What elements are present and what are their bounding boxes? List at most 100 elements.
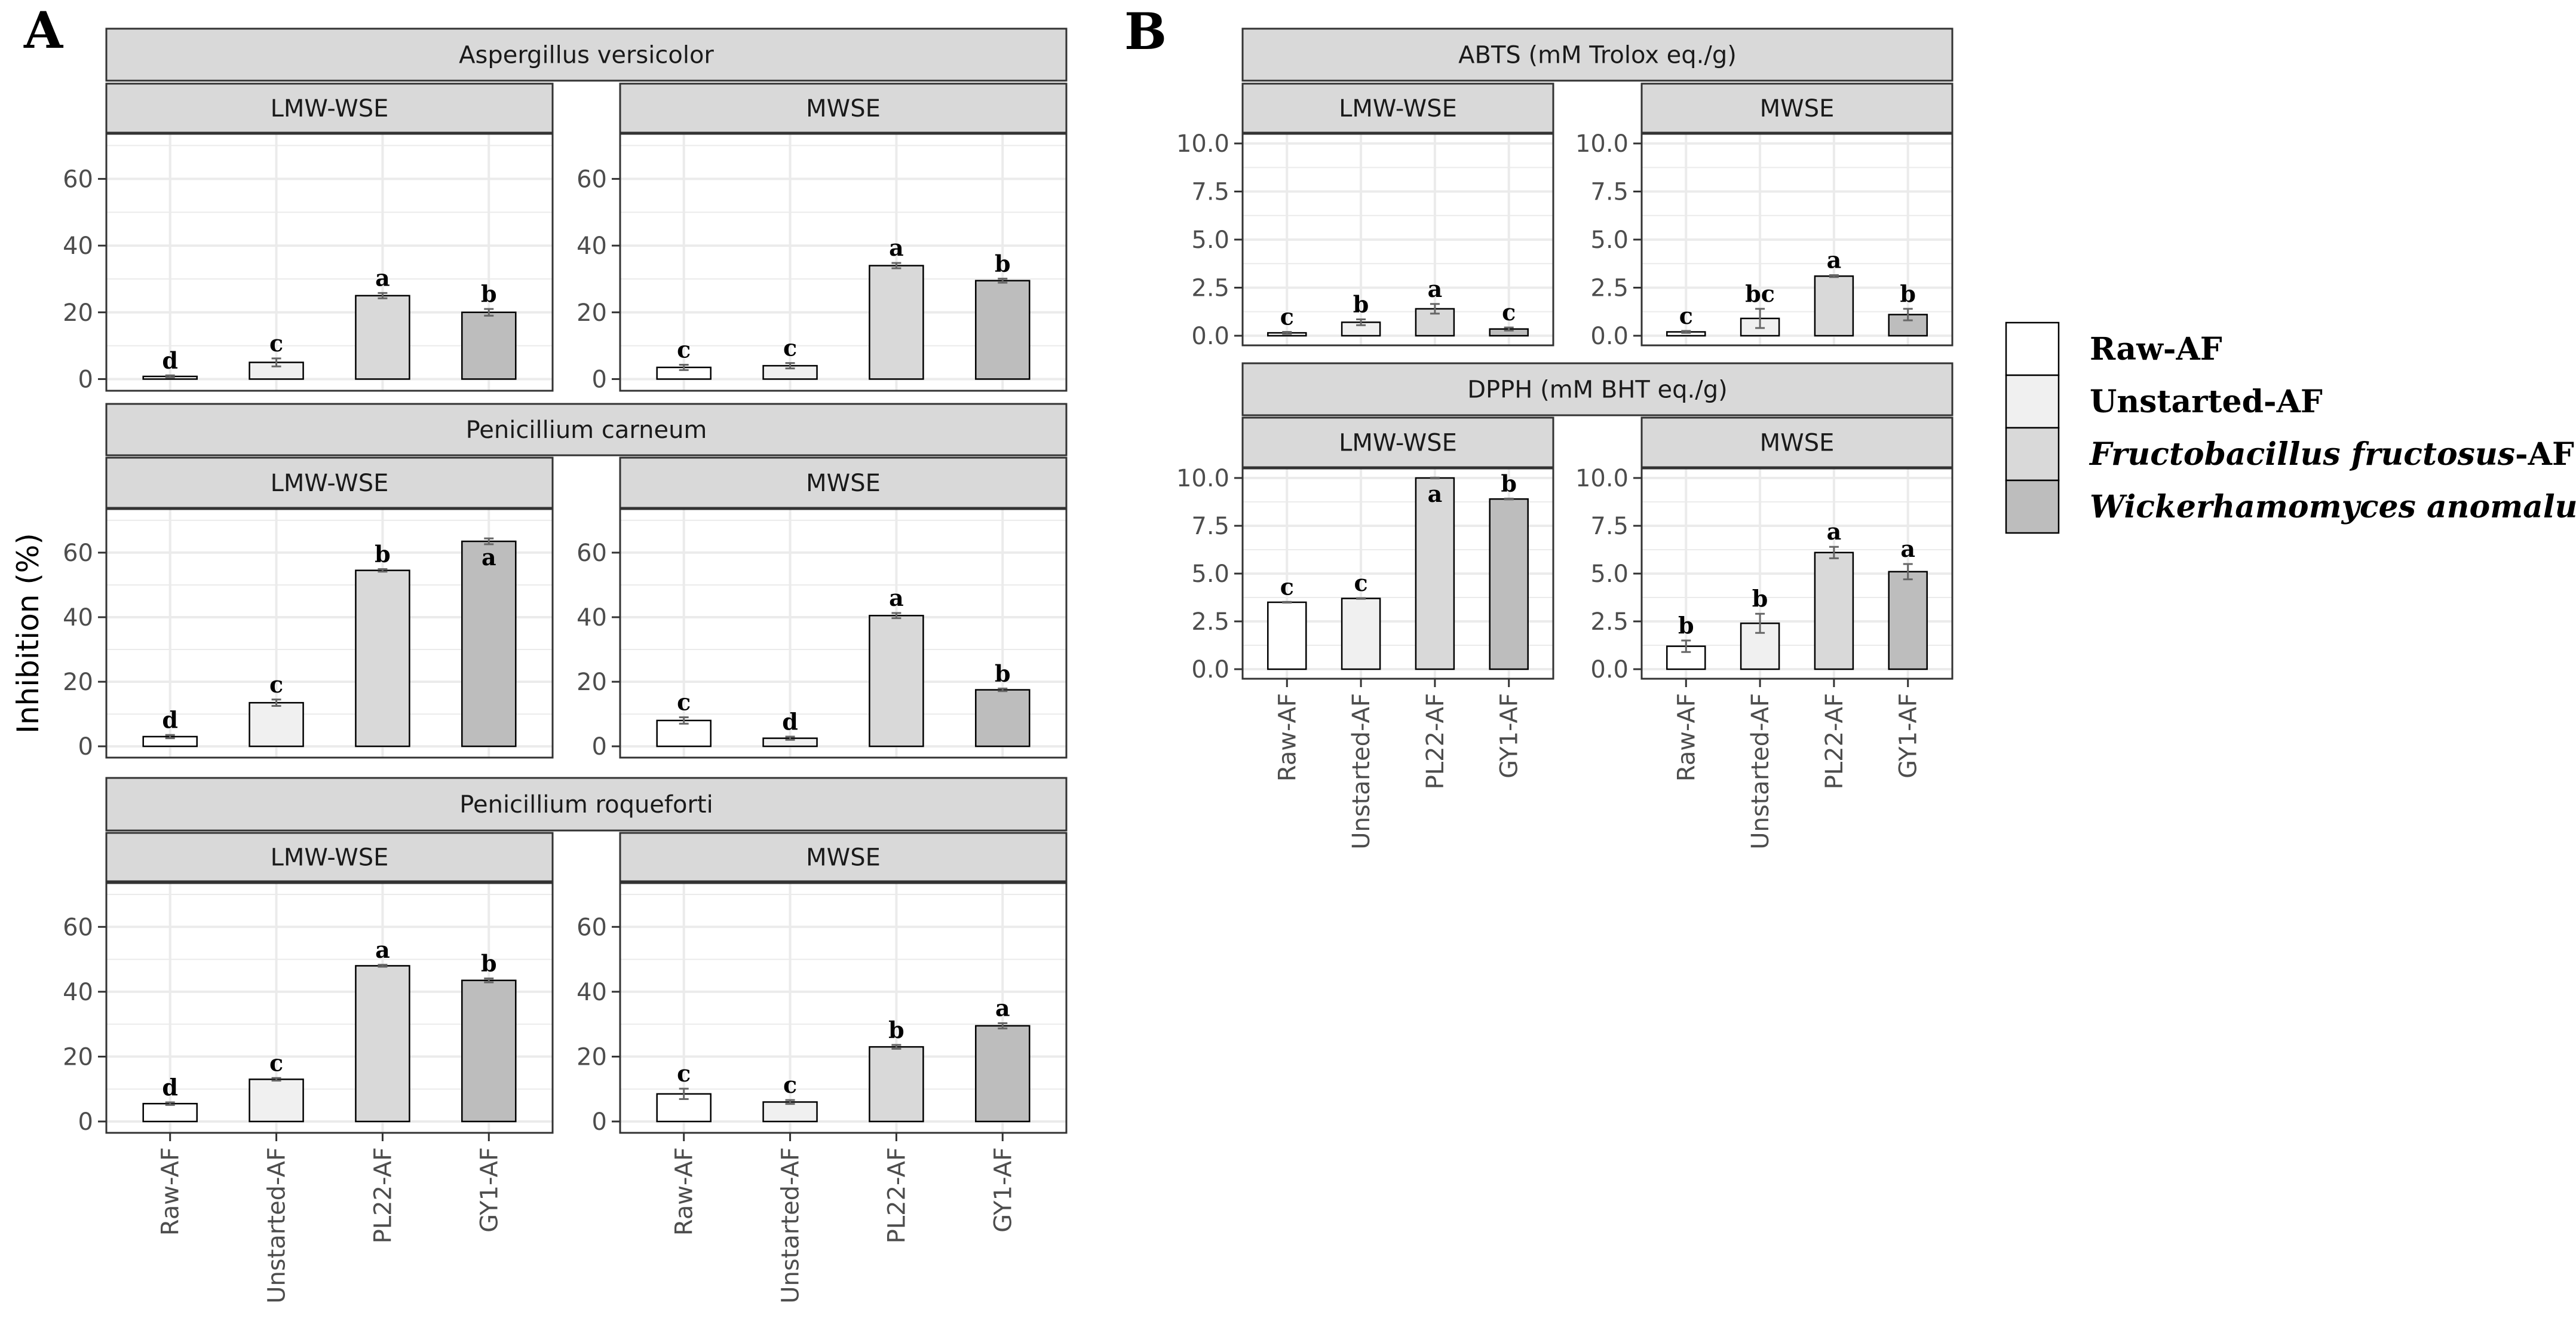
y-tick-label: 40	[63, 604, 93, 632]
legend-key-gy1-af	[2005, 479, 2060, 534]
strip-inner-label: MWSE	[1760, 430, 1835, 457]
x-tick-label: GY1-AF	[1895, 693, 1922, 779]
x-tick-label: PL22-AF	[369, 1147, 397, 1243]
significance-letter: c	[1502, 299, 1516, 326]
y-tick-label: 0	[592, 733, 607, 761]
panel-label-a: A	[23, 1, 64, 60]
y-tick-label: 60	[576, 914, 607, 941]
significance-letter: a	[1428, 275, 1443, 302]
y-tick-label: 0.0	[1191, 323, 1229, 350]
y-tick-label: 5.0	[1590, 226, 1629, 254]
y-tick-label: 0	[592, 366, 607, 393]
bar-gy1-af	[461, 311, 517, 380]
significance-letter: d	[782, 708, 798, 735]
significance-letter: b	[1678, 612, 1694, 639]
significance-letter: a	[889, 234, 904, 261]
bar-gy1-af	[1888, 571, 1928, 670]
y-tick-label: 60	[63, 914, 93, 941]
legend-label: Wickerhamomyces anomalus-AF	[2090, 489, 2576, 525]
significance-letter: c	[783, 1071, 797, 1098]
significance-letter: c	[677, 336, 691, 363]
significance-letter: d	[162, 1074, 178, 1101]
significance-letter: b	[1353, 291, 1369, 318]
significance-letter: c	[1354, 569, 1368, 596]
strip-inner-label: MWSE	[806, 470, 881, 497]
y-tick-label: 20	[63, 1043, 93, 1071]
significance-letter: d	[162, 347, 178, 373]
plot-border	[619, 882, 1068, 1134]
bar-gy1-af	[975, 280, 1031, 380]
facet-row-A-1: Penicillium carneum LMW-WSE 0 20 40 60 d c b a MWS…	[63, 403, 1068, 761]
strip-outer	[105, 27, 1068, 82]
y-tick-label: 20	[576, 1043, 607, 1071]
strip-inner-label: MWSE	[806, 95, 881, 122]
y-tick-label: 7.5	[1590, 513, 1629, 540]
legend: Raw-AF Unstarted-AF Fructobacillus fructos…	[2005, 321, 2576, 534]
y-tick-label: 10.0	[1176, 130, 1229, 158]
bar-raw-af	[142, 1102, 198, 1123]
x-tick-label: GY1-AF	[476, 1147, 503, 1233]
legend-label: Unstarted-AF	[2090, 384, 2323, 420]
significance-letter: c	[1280, 303, 1294, 330]
x-tick-label: Raw-AF	[1274, 693, 1301, 782]
legend-key-unstarted-af	[2005, 374, 2060, 429]
significance-letter: a	[1827, 247, 1842, 274]
y-tick-label: 0	[592, 1108, 607, 1136]
bar-unstarted-af	[249, 701, 304, 747]
strip-outer	[105, 403, 1068, 456]
significance-letter: b	[888, 1016, 904, 1043]
strip-inner	[105, 82, 554, 134]
significance-letter: d	[162, 706, 178, 733]
x-tick-label: PL22-AF	[1821, 693, 1848, 789]
y-tick-label: 7.5	[1191, 513, 1229, 540]
strip-inner	[619, 832, 1068, 882]
bar-gy1-af	[1489, 498, 1529, 670]
plot-border	[1241, 133, 1554, 347]
y-tick-label: 0.0	[1191, 656, 1229, 684]
x-tick-label: GY1-AF	[1496, 693, 1523, 779]
y-tick-label: 40	[576, 604, 607, 632]
y-tick-label: 0	[78, 733, 93, 761]
strip-inner	[1640, 416, 1954, 468]
y-tick-label: 0	[78, 1108, 93, 1136]
x-tick-label: Raw-AF	[671, 1147, 698, 1236]
y-tick-label: 0	[78, 366, 93, 393]
y-tick-label: 7.5	[1590, 179, 1629, 206]
x-tick-label: Raw-AF	[157, 1147, 185, 1236]
y-tick-label: 20	[63, 669, 93, 696]
strip-outer-label: ABTS (mM Trolox eq./g)	[1458, 42, 1737, 69]
facet-row-B-0: ABTS (mM Trolox eq./g)LMW-WSE 0.0 2.5 5.0 7.…	[1176, 27, 1954, 350]
significance-letter: c	[677, 688, 691, 715]
x-tick-label: Unstarted-AF	[263, 1147, 291, 1304]
bar-gy1-af	[461, 979, 517, 1123]
strip-outer	[105, 777, 1068, 832]
significance-letter: c	[1280, 573, 1294, 600]
significance-letter: c	[1679, 302, 1693, 329]
bar-raw-af	[1267, 601, 1307, 670]
significance-letter: b	[1501, 470, 1517, 497]
strip-inner	[105, 832, 554, 882]
significance-letter: c	[783, 335, 797, 361]
significance-letter: c	[269, 671, 283, 698]
strip-outer-label: Penicillium roqueforti	[459, 791, 713, 819]
strip-inner-label: LMW-WSE	[1339, 95, 1457, 122]
bar-gy1-af	[975, 1025, 1031, 1123]
bar-pl22-af	[869, 1046, 924, 1123]
bar-pl22-af	[1814, 551, 1854, 670]
y-tick-label: 0.0	[1590, 656, 1629, 684]
facet-row-B-1: DPPH (mM BHT eq./g) LMW-WSE 0.0 2.5 5.0 7.5 10…	[1176, 362, 1954, 850]
significance-letter: b	[1900, 280, 1916, 307]
bar-pl22-af	[355, 569, 410, 747]
significance-letter: c	[269, 330, 283, 357]
y-tick-label: 2.5	[1191, 608, 1229, 636]
y-tick-label: 2.5	[1590, 608, 1629, 636]
y-tick-label: 40	[576, 232, 607, 260]
significance-letter: a	[375, 936, 390, 963]
y-tick-label: 10.0	[1176, 465, 1229, 492]
bar-pl22-af	[869, 615, 924, 747]
plot-border	[1241, 467, 1554, 680]
significance-letter: a	[375, 264, 390, 291]
y-tick-label: 5.0	[1191, 226, 1229, 254]
plot-border	[1640, 467, 1954, 680]
